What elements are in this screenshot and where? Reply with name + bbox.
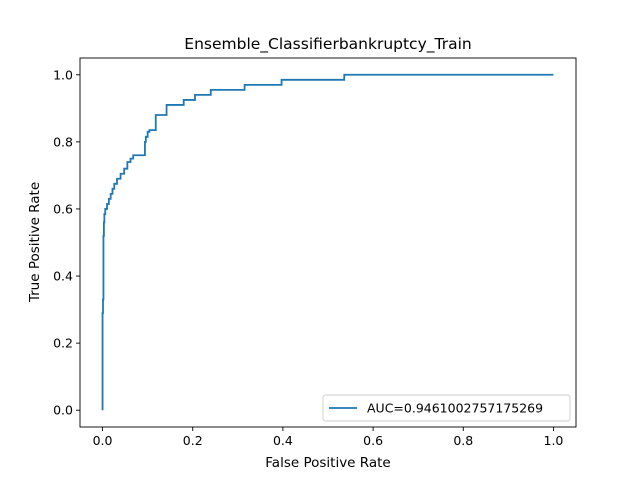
y-tick-label: 0.6	[53, 201, 73, 216]
roc-curve-line	[101, 73, 554, 411]
axes-frame	[79, 57, 577, 428]
chart-title: Ensemble_Classifierbankruptcy_Train	[184, 35, 471, 54]
plot-area: 0.0 0.2 0.4 0.6 0.8 1.0 0.0 0.2 0.4 0.6 0.8 1.0 AUC=…	[53, 57, 577, 448]
y-axis-title: True Positive Rate	[27, 182, 43, 303]
x-tick-label: 0.2	[183, 433, 203, 448]
x-tick-label: 0.6	[363, 433, 383, 448]
y-tick-label: 0.2	[53, 336, 73, 351]
y-tick-label: 0.0	[53, 403, 73, 418]
y-tick-label: 0.8	[53, 134, 73, 149]
legend-label: AUC=0.9461002757175269	[367, 401, 543, 416]
y-tick-label: 0.4	[53, 269, 73, 284]
x-tick-label: 0.0	[93, 433, 113, 448]
y-tick-label: 1.0	[53, 67, 73, 82]
x-tick-label: 0.8	[453, 433, 473, 448]
x-axis-title: False Positive Rate	[265, 455, 390, 471]
x-tick-label: 1.0	[544, 433, 564, 448]
x-tick-label: 0.4	[273, 433, 293, 448]
legend-box	[322, 394, 571, 422]
